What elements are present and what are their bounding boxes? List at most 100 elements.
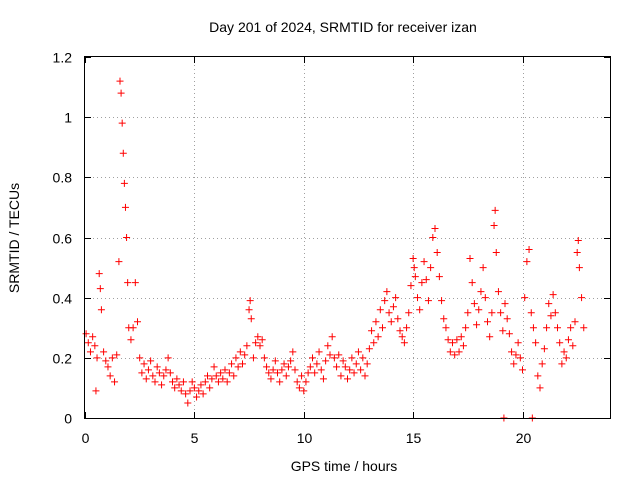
data-point [121, 203, 129, 211]
data-point [365, 345, 373, 353]
data-point [239, 360, 246, 368]
data-point [223, 378, 231, 386]
data-point [372, 318, 380, 326]
x-tick-label: 15 [406, 430, 422, 446]
data-point [208, 375, 216, 383]
y-tick-label: 0.4 [53, 291, 73, 307]
data-point [195, 387, 203, 395]
data-point [234, 363, 242, 371]
data-point [497, 309, 505, 317]
data-point [435, 273, 443, 281]
data-point [335, 351, 343, 359]
data-point [284, 363, 292, 371]
data-point [551, 309, 559, 317]
data-point [433, 249, 441, 257]
data-point [153, 363, 161, 371]
data-point [459, 342, 467, 350]
data-point [206, 384, 214, 392]
data-point [144, 366, 152, 374]
data-point [241, 351, 249, 359]
data-point [562, 354, 570, 362]
data-points [82, 77, 588, 422]
data-point [124, 279, 132, 287]
data-point [102, 357, 110, 365]
data-point [398, 333, 406, 341]
data-point [494, 288, 502, 296]
data-point [177, 387, 185, 395]
data-point [82, 330, 90, 338]
data-point [337, 372, 345, 380]
data-point [197, 381, 205, 389]
data-point [354, 348, 362, 356]
data-point [278, 366, 286, 374]
data-point [287, 357, 295, 365]
data-point [93, 354, 101, 362]
data-point [116, 77, 124, 85]
data-point [449, 339, 456, 347]
data-point [346, 366, 354, 374]
data-point [574, 237, 582, 245]
data-point [403, 324, 411, 332]
data-point [324, 342, 332, 350]
data-point [475, 306, 483, 314]
data-point [505, 330, 513, 338]
data-point [473, 321, 481, 329]
data-point [418, 279, 426, 287]
data-point [554, 324, 561, 332]
y-axis-label: SRMTID / TECUs [6, 183, 22, 293]
data-point [357, 366, 365, 374]
data-point [111, 378, 119, 386]
data-point [210, 363, 218, 371]
data-point [190, 384, 198, 392]
data-point [516, 354, 524, 362]
data-point [256, 342, 264, 350]
data-point [492, 249, 500, 257]
data-point [383, 288, 391, 296]
data-point [221, 366, 229, 374]
data-point [547, 312, 555, 320]
data-point [411, 273, 419, 281]
data-point [182, 390, 190, 398]
data-point [422, 276, 430, 284]
data-point [225, 369, 233, 377]
axis-ticks [85, 57, 610, 419]
data-point [333, 363, 341, 371]
plot-frame [84, 56, 611, 419]
data-point [188, 378, 196, 386]
data-point [573, 249, 581, 257]
data-point [236, 348, 244, 356]
data-point [118, 119, 126, 127]
data-point [282, 372, 290, 380]
data-point [491, 206, 499, 214]
data-point [260, 354, 268, 362]
data-point [453, 336, 461, 344]
data-point [151, 378, 159, 386]
data-point [219, 375, 227, 383]
data-point [131, 279, 139, 287]
data-point [95, 270, 103, 278]
data-point [317, 366, 325, 374]
data-point [123, 234, 131, 241]
data-point [160, 372, 168, 380]
data-point [300, 387, 308, 395]
data-point [212, 372, 220, 380]
data-point [409, 255, 417, 263]
x-tick-label: 20 [516, 430, 532, 446]
data-point [89, 333, 97, 341]
data-point [525, 246, 533, 254]
data-point [86, 348, 94, 356]
data-point [289, 348, 297, 356]
data-point [315, 348, 323, 356]
data-point [155, 369, 163, 377]
data-point [370, 339, 378, 347]
data-point [536, 384, 544, 392]
data-point [571, 318, 579, 326]
data-point [84, 339, 92, 347]
data-point [575, 264, 583, 272]
data-point [379, 324, 386, 332]
data-point [429, 234, 437, 241]
data-point [232, 354, 240, 362]
data-point [543, 324, 551, 332]
data-point [344, 375, 351, 383]
